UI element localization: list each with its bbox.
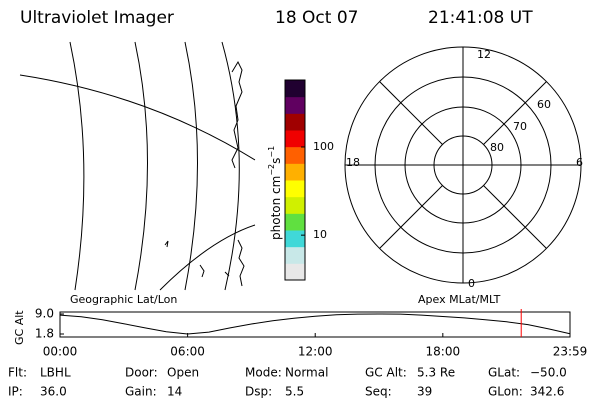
unit-base: photon cm: [269, 176, 283, 240]
field-label: GLon:: [488, 385, 523, 399]
x-tick-label: 18:00: [426, 345, 461, 359]
field-value: 39: [417, 385, 432, 399]
field-value: 36.0: [40, 385, 67, 399]
x-tick-label: 06:00: [170, 345, 205, 359]
tick-label: 100: [313, 140, 334, 153]
color-step: [285, 130, 305, 148]
altitude-curve: [59, 313, 571, 335]
y-tick-label: 9.0: [35, 307, 54, 321]
time: 21:41:08 UT: [428, 8, 533, 28]
colorbar: 10 100: [284, 79, 334, 281]
map: [19, 41, 256, 291]
color-step: [285, 96, 305, 114]
y-label: GC Alt: [13, 310, 26, 345]
color-step: [285, 263, 305, 281]
field-value: 5.3 Re: [417, 366, 455, 380]
field-value: LBHL: [40, 366, 71, 380]
field-label: GC Alt:: [365, 366, 407, 380]
color-step: [285, 213, 305, 231]
lat-label: 70: [513, 120, 527, 133]
field-label: Seq:: [365, 385, 392, 399]
polar-grid: [344, 46, 582, 284]
field-label: Door:: [125, 366, 158, 380]
color-step: [285, 113, 305, 131]
field-label: Flt:: [8, 366, 27, 380]
color-step: [285, 230, 305, 248]
unit-mid: s: [269, 158, 283, 164]
field-value: −50.0: [530, 366, 567, 380]
lat-label: 80: [490, 141, 504, 154]
field-label: Mode:: [245, 366, 282, 380]
colorbar-frame: [284, 79, 306, 281]
left-label: Geographic Lat/Lon: [70, 293, 177, 306]
colorbar-unit: photon cm−2s−1: [267, 146, 283, 240]
mlt-label: 0: [468, 277, 475, 290]
x-tick-label: 12:00: [298, 345, 333, 359]
field-label: GLat:: [488, 366, 520, 380]
field-label: IP:: [8, 385, 23, 399]
mlt-label: 6: [576, 156, 583, 169]
color-step: [285, 146, 305, 164]
mlt-label: 12: [477, 48, 491, 61]
field-value: Open: [167, 366, 199, 380]
altitude-plot: 9.0 1.8 00:00 06:00 12:00 18:00 23:59: [35, 307, 587, 359]
info-panel: Flt: LBHL Door: Open Mode: Normal GC Alt: 5.3 R…: [8, 366, 567, 399]
color-step: [285, 180, 305, 198]
lat-label: 60: [537, 98, 551, 111]
field-value: 342.6: [530, 385, 564, 399]
tick-label: 10: [313, 228, 327, 241]
color-step: [285, 163, 305, 181]
right-label: Apex MLat/MLT: [418, 293, 501, 306]
date: 18 Oct 07: [275, 8, 358, 28]
x-tick-label: 00:00: [43, 345, 78, 359]
color-step: [285, 80, 305, 98]
title: Ultraviolet Imager: [20, 8, 174, 28]
unit-exp: −2: [267, 164, 276, 176]
field-value: 5.5: [285, 385, 304, 399]
unit-exp: −1: [267, 146, 276, 158]
color-step: [285, 246, 305, 264]
color-step: [285, 196, 305, 214]
field-value: 14: [167, 385, 182, 399]
mlt-label: 18: [346, 156, 360, 169]
field-value: Normal: [285, 366, 328, 380]
x-tick-label: 23:59: [553, 345, 588, 359]
y-tick-label: 1.8: [35, 327, 54, 341]
field-label: Dsp:: [245, 385, 272, 399]
field-label: Gain:: [125, 385, 157, 399]
